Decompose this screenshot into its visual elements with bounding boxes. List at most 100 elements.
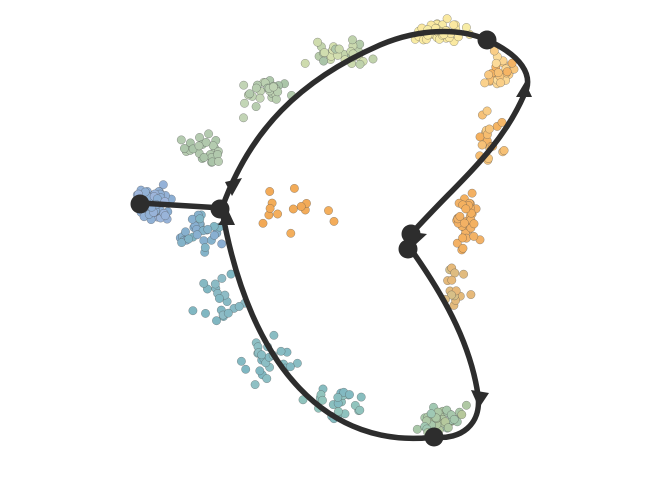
node-top <box>477 30 497 50</box>
scatter-point <box>192 230 202 240</box>
scatter-point <box>482 106 492 116</box>
scatter-point <box>466 290 476 300</box>
scatter-point <box>241 364 251 374</box>
scatter-point <box>480 78 490 88</box>
scatter-point <box>449 414 459 424</box>
scatter-point <box>195 214 205 224</box>
scatter-point <box>200 243 210 252</box>
scatter-point <box>296 202 306 211</box>
scatter-point <box>217 239 227 249</box>
scatter-point <box>447 290 456 300</box>
scatter-point <box>239 80 249 90</box>
scatter-point <box>184 234 194 244</box>
scatter-point <box>217 273 227 283</box>
path-bottom-to-left <box>219 207 438 442</box>
scatter-point <box>265 187 275 196</box>
scatter-point <box>257 350 267 360</box>
scatter-point <box>269 330 279 340</box>
scatter-point <box>499 146 509 155</box>
scatter-point <box>461 204 471 214</box>
scatter-point <box>286 228 296 238</box>
node-left-tip <box>130 194 150 214</box>
scatter-point <box>345 390 354 400</box>
scatter-point <box>160 211 170 221</box>
scatter-point <box>318 395 327 405</box>
scatter-point <box>467 188 477 198</box>
scatter-point <box>502 67 512 77</box>
scatter-point <box>187 214 197 224</box>
scatter-point <box>469 219 479 229</box>
scatter-point <box>455 211 465 221</box>
scatter-point <box>313 37 323 47</box>
scatter-point <box>285 362 295 372</box>
scatter-point <box>239 113 248 123</box>
path-left-branch <box>137 200 225 211</box>
scatter-point <box>449 20 459 30</box>
scatter-point <box>288 204 298 214</box>
scatter-point <box>491 58 501 68</box>
scatter-point <box>489 46 499 56</box>
path-left-to-top <box>219 28 490 211</box>
scatter-point <box>493 68 503 78</box>
scatter-point <box>458 233 468 243</box>
scatter-point <box>236 356 246 366</box>
scatter-point <box>204 129 214 139</box>
scatter-point <box>452 238 462 248</box>
scatter-point <box>214 157 223 166</box>
scatter-point <box>348 35 357 45</box>
scatter-point <box>251 102 261 112</box>
scatter-point <box>475 132 485 142</box>
scatter-point <box>477 140 487 150</box>
node-center-lower <box>398 239 418 259</box>
trajectory-arrows <box>218 82 532 408</box>
scatter-point <box>497 117 507 127</box>
trajectory-nodes <box>130 30 497 447</box>
scatter-point <box>355 405 365 415</box>
scatter-point <box>461 400 471 410</box>
scatter-point <box>201 308 210 318</box>
scatter-point <box>203 224 213 234</box>
scatter-point <box>333 407 343 416</box>
scatter-point <box>158 180 168 190</box>
scatter-point <box>223 308 233 318</box>
scatter-point <box>319 56 329 66</box>
arrow-up-right <box>516 82 532 97</box>
scatter-point <box>329 216 339 226</box>
scatter-point <box>177 238 187 248</box>
scatter-point <box>250 380 260 390</box>
scatter-point <box>484 124 494 134</box>
scatter-point <box>194 141 204 151</box>
scatter-point <box>188 306 198 316</box>
scatter-point <box>457 410 467 420</box>
scatter-point <box>255 93 265 103</box>
cell-scatter-points <box>132 14 519 440</box>
path-center-to-bottom <box>407 245 482 441</box>
scatter-point <box>273 209 283 219</box>
scatter-point <box>459 218 469 228</box>
arrow-down-bottom <box>471 390 489 408</box>
scatter-point <box>458 243 468 253</box>
scatter-point <box>426 409 436 419</box>
scatter-point <box>210 279 220 289</box>
scatter-point <box>201 137 211 147</box>
scatter-point <box>240 98 249 108</box>
scatter-point <box>176 135 186 145</box>
scatter-point <box>507 58 517 68</box>
scatter-point <box>324 206 333 216</box>
scatter-point <box>271 94 281 104</box>
scatter-point <box>245 89 255 99</box>
scatter-point <box>442 14 452 24</box>
scatter-point <box>214 294 224 303</box>
scatter-point <box>447 275 457 285</box>
scatter-point <box>234 302 244 311</box>
scatter-point <box>255 366 265 376</box>
scatter-point <box>268 82 278 92</box>
scatter-point <box>179 144 189 153</box>
scatter-point <box>199 278 209 288</box>
scatter-point <box>484 70 494 80</box>
scatter-point <box>320 48 329 58</box>
scatter-point <box>443 423 453 433</box>
scatter-point <box>258 218 268 228</box>
scatter-point <box>333 392 343 402</box>
